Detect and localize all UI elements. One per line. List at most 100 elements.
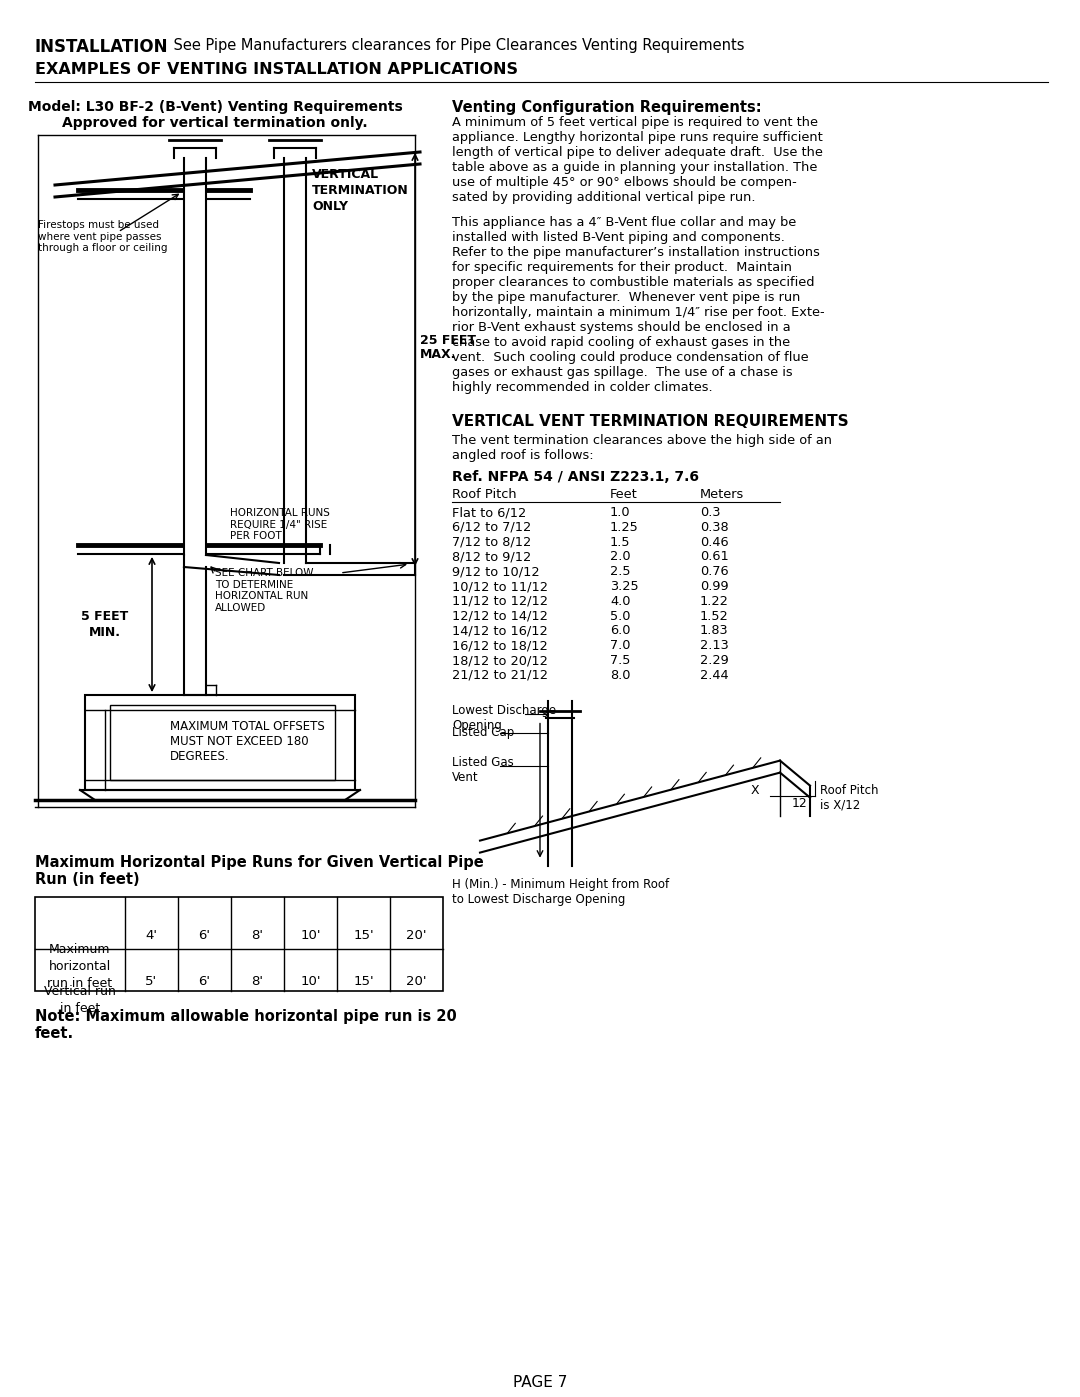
Text: 15': 15' (353, 929, 374, 942)
Text: 1.5: 1.5 (610, 535, 631, 549)
Text: 10': 10' (300, 975, 321, 988)
Text: Model: L30 BF-2 (B-Vent) Venting Requirements: Model: L30 BF-2 (B-Vent) Venting Require… (28, 101, 403, 115)
Text: Listed Cap: Listed Cap (453, 725, 514, 739)
Text: 0.99: 0.99 (700, 580, 729, 592)
Text: 9/12 to 10/12: 9/12 to 10/12 (453, 566, 540, 578)
Text: Maximum
horizontal
run in feet: Maximum horizontal run in feet (48, 943, 112, 990)
Text: Maximum Horizontal Pipe Runs for Given Vertical Pipe
Run (in feet): Maximum Horizontal Pipe Runs for Given V… (35, 855, 484, 887)
Text: 7/12 to 8/12: 7/12 to 8/12 (453, 535, 531, 549)
Text: PAGE 7: PAGE 7 (513, 1375, 567, 1390)
Text: highly recommended in colder climates.: highly recommended in colder climates. (453, 381, 713, 394)
Text: 0.38: 0.38 (700, 521, 729, 534)
Text: by the pipe manufacturer.  Whenever vent pipe is run: by the pipe manufacturer. Whenever vent … (453, 291, 800, 305)
Text: SEE CHART BELOW
TO DETERMINE
HORIZONTAL RUN
ALLOWED: SEE CHART BELOW TO DETERMINE HORIZONTAL … (215, 569, 313, 613)
Text: HORIZONTAL RUNS
REQUIRE 1/4" RISE
PER FOOT: HORIZONTAL RUNS REQUIRE 1/4" RISE PER FO… (230, 509, 329, 541)
Text: 0.76: 0.76 (700, 566, 729, 578)
Text: EXAMPLES OF VENTING INSTALLATION APPLICATIONS: EXAMPLES OF VENTING INSTALLATION APPLICA… (35, 61, 518, 77)
Text: 0.46: 0.46 (700, 535, 729, 549)
Text: Note: Maximum allowable horizontal pipe run is 20
feet.: Note: Maximum allowable horizontal pipe … (35, 1009, 457, 1041)
Text: table above as a guide in planning your installation. The: table above as a guide in planning your … (453, 161, 818, 175)
Text: INSTALLATION: INSTALLATION (35, 38, 168, 56)
Text: 20': 20' (406, 975, 427, 988)
Text: 1.25: 1.25 (610, 521, 638, 534)
Text: 2.29: 2.29 (700, 654, 729, 666)
Text: 6.0: 6.0 (610, 624, 631, 637)
Text: 12/12 to 14/12: 12/12 to 14/12 (453, 609, 548, 623)
Text: Roof Pitch: Roof Pitch (453, 488, 516, 502)
Text: 15': 15' (353, 975, 374, 988)
Text: 8/12 to 9/12: 8/12 to 9/12 (453, 550, 531, 563)
Text: 0.3: 0.3 (700, 506, 720, 520)
Text: Listed Gas
Vent: Listed Gas Vent (453, 756, 514, 784)
Text: Flat to 6/12: Flat to 6/12 (453, 506, 526, 520)
Text: 8': 8' (252, 975, 264, 988)
Text: length of vertical pipe to deliver adequate draft.  Use the: length of vertical pipe to deliver adequ… (453, 147, 823, 159)
Text: Meters: Meters (700, 488, 744, 502)
Text: The vent termination clearances above the high side of an: The vent termination clearances above th… (453, 434, 832, 447)
Text: Vertical run
in feet: Vertical run in feet (44, 985, 116, 1016)
Text: angled roof is follows:: angled roof is follows: (453, 448, 594, 462)
Bar (85, 694, 355, 789)
Text: Refer to the pipe manufacturer’s installation instructions: Refer to the pipe manufacturer’s install… (453, 246, 820, 258)
Text: 12: 12 (792, 798, 808, 810)
Text: H (Min.) - Minimum Height from Roof
to Lowest Discharge Opening: H (Min.) - Minimum Height from Roof to L… (453, 877, 670, 905)
Text: chase to avoid rapid cooling of exhaust gases in the: chase to avoid rapid cooling of exhaust … (453, 337, 791, 349)
Text: 4': 4' (146, 929, 158, 942)
Text: 4.0: 4.0 (610, 595, 631, 608)
Text: 2.44: 2.44 (700, 669, 729, 682)
Text: 1.52: 1.52 (700, 609, 729, 623)
Text: 10': 10' (300, 929, 321, 942)
Text: 1.83: 1.83 (700, 624, 729, 637)
Text: vent.  Such cooling could produce condensation of flue: vent. Such cooling could produce condens… (453, 351, 809, 365)
Text: 7.0: 7.0 (610, 640, 631, 652)
Bar (110, 705, 335, 780)
Text: 2.0: 2.0 (610, 550, 631, 563)
Text: 11/12 to 12/12: 11/12 to 12/12 (453, 595, 548, 608)
Text: 7.5: 7.5 (610, 654, 631, 666)
Text: 25 FEET
MAX.: 25 FEET MAX. (420, 334, 476, 362)
Text: See Pipe Manufacturers clearances for Pipe Clearances Venting Requirements: See Pipe Manufacturers clearances for Pi… (156, 38, 744, 53)
Text: horizontally, maintain a minimum 1/4″ rise per foot. Exte-: horizontally, maintain a minimum 1/4″ ri… (453, 306, 825, 319)
Text: sated by providing additional vertical pipe run.: sated by providing additional vertical p… (453, 191, 756, 204)
Text: 14/12 to 16/12: 14/12 to 16/12 (453, 624, 548, 637)
Text: 6': 6' (199, 975, 211, 988)
Text: proper clearances to combustible materials as specified: proper clearances to combustible materia… (453, 277, 814, 289)
Text: 6/12 to 7/12: 6/12 to 7/12 (453, 521, 531, 534)
Text: 8': 8' (252, 929, 264, 942)
Text: This appliance has a 4″ B-Vent flue collar and may be: This appliance has a 4″ B-Vent flue coll… (453, 217, 796, 229)
Text: MAXIMUM TOTAL OFFSETS
MUST NOT EXCEED 180
DEGREES.: MAXIMUM TOTAL OFFSETS MUST NOT EXCEED 18… (170, 719, 325, 763)
Text: installed with listed B-Vent piping and components.: installed with listed B-Vent piping and … (453, 231, 785, 244)
Text: Feet: Feet (610, 488, 638, 502)
Text: Venting Configuration Requirements:: Venting Configuration Requirements: (453, 101, 761, 115)
Text: Firestops must be used
where vent pipe passes
through a floor or ceiling: Firestops must be used where vent pipe p… (38, 219, 167, 253)
Text: 10/12 to 11/12: 10/12 to 11/12 (453, 580, 548, 592)
Text: 1.22: 1.22 (700, 595, 729, 608)
Text: 2.5: 2.5 (610, 566, 631, 578)
Text: 6': 6' (199, 929, 211, 942)
Text: VERTICAL VENT TERMINATION REQUIREMENTS: VERTICAL VENT TERMINATION REQUIREMENTS (453, 414, 849, 429)
Text: 20': 20' (406, 929, 427, 942)
Text: 21/12 to 21/12: 21/12 to 21/12 (453, 669, 548, 682)
Text: use of multiple 45° or 90° elbows should be compen-: use of multiple 45° or 90° elbows should… (453, 176, 797, 189)
Text: 5.0: 5.0 (610, 609, 631, 623)
Text: Ref. NFPA 54 / ANSI Z223.1, 7.6: Ref. NFPA 54 / ANSI Z223.1, 7.6 (453, 469, 699, 483)
Text: X: X (751, 784, 759, 798)
Text: Lowest Discharge
Opening: Lowest Discharge Opening (453, 704, 556, 732)
Text: 2.13: 2.13 (700, 640, 729, 652)
Text: 5 FEET
MIN.: 5 FEET MIN. (81, 610, 129, 638)
Text: 8.0: 8.0 (610, 669, 631, 682)
Text: 16/12 to 18/12: 16/12 to 18/12 (453, 640, 548, 652)
Text: gases or exhaust gas spillage.  The use of a chase is: gases or exhaust gas spillage. The use o… (453, 366, 793, 379)
Text: Roof Pitch
is X/12: Roof Pitch is X/12 (820, 784, 878, 812)
Text: appliance. Lengthy horizontal pipe runs require sufficient: appliance. Lengthy horizontal pipe runs … (453, 131, 823, 144)
Text: rior B-Vent exhaust systems should be enclosed in a: rior B-Vent exhaust systems should be en… (453, 321, 791, 334)
Text: for specific requirements for their product.  Maintain: for specific requirements for their prod… (453, 261, 792, 274)
Bar (35, 897, 443, 990)
Text: Approved for vertical termination only.: Approved for vertical termination only. (63, 116, 368, 130)
Text: 5': 5' (146, 975, 158, 988)
Text: 3.25: 3.25 (610, 580, 638, 592)
Text: A minimum of 5 feet vertical pipe is required to vent the: A minimum of 5 feet vertical pipe is req… (453, 116, 818, 129)
Text: 0.61: 0.61 (700, 550, 729, 563)
Text: VERTICAL
TERMINATION
ONLY: VERTICAL TERMINATION ONLY (312, 168, 408, 212)
Text: 18/12 to 20/12: 18/12 to 20/12 (453, 654, 548, 666)
